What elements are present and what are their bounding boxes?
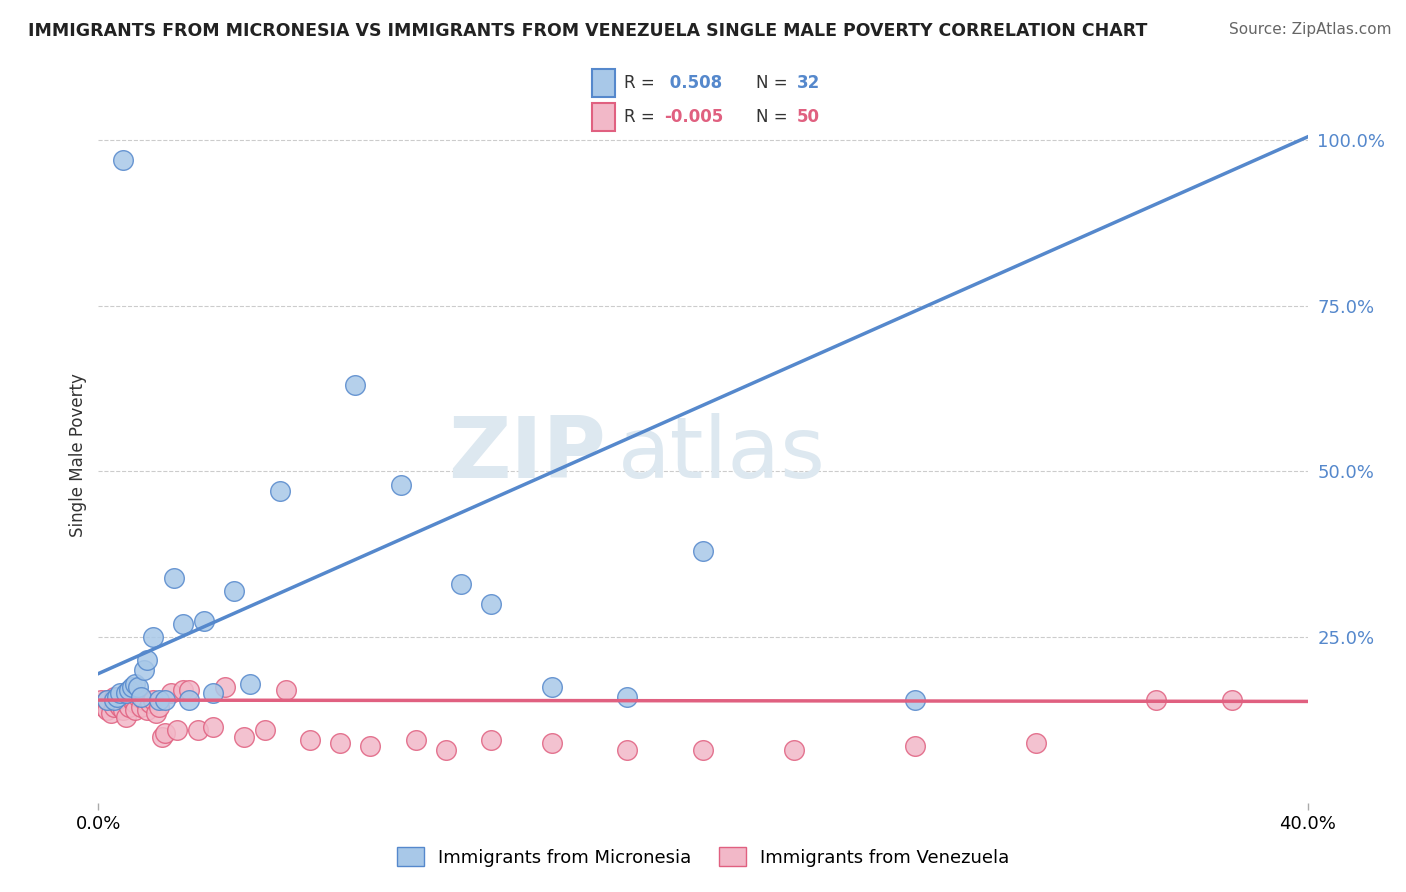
Point (692, 544, 714, 558)
Point (540, 680, 562, 694)
Point (103, 693, 125, 707)
Text: Source: ZipAtlas.com: Source: ZipAtlas.com (1229, 22, 1392, 37)
Point (299, 732, 322, 747)
Point (1220, 693, 1243, 707)
Point (434, 743, 457, 757)
Point (132, 663, 155, 677)
Point (124, 697, 146, 711)
Point (783, 743, 806, 757)
Point (96, 693, 118, 707)
Text: 50: 50 (797, 108, 820, 126)
Point (172, 683, 194, 698)
Point (405, 732, 427, 747)
Point (172, 616, 194, 631)
Text: R =: R = (624, 74, 659, 92)
Point (481, 732, 503, 747)
Point (114, 709, 136, 723)
Point (139, 697, 162, 711)
Point (148, 693, 170, 707)
Point (193, 614, 215, 628)
Point (224, 583, 246, 598)
Legend: Immigrants from Micronesia, Immigrants from Venezuela: Immigrants from Micronesia, Immigrants f… (389, 840, 1017, 874)
Point (540, 736, 562, 750)
Point (132, 693, 155, 707)
Point (111, 693, 134, 707)
Point (481, 597, 503, 611)
Point (129, 690, 152, 704)
Point (179, 693, 201, 707)
Point (616, 743, 638, 757)
Text: -0.005: -0.005 (664, 108, 724, 126)
Point (202, 720, 225, 734)
Bar (592, 69, 616, 96)
Point (96, 703, 118, 717)
Point (108, 686, 131, 700)
Point (239, 676, 262, 690)
Point (108, 699, 131, 714)
Text: N =: N = (756, 108, 793, 126)
Text: ZIP: ZIP (449, 413, 606, 497)
Point (103, 699, 125, 714)
Text: IMMIGRANTS FROM MICRONESIA VS IMMIGRANTS FROM VENEZUELA SINGLE MALE POVERTY CORR: IMMIGRANTS FROM MICRONESIA VS IMMIGRANTS… (28, 22, 1147, 40)
Point (118, 699, 141, 714)
Point (150, 730, 173, 744)
Point (124, 676, 146, 690)
Point (329, 736, 352, 750)
Point (179, 683, 201, 698)
Point (105, 690, 128, 704)
Point (135, 703, 157, 717)
Point (269, 484, 291, 499)
Text: 32: 32 (797, 74, 820, 92)
Point (904, 739, 927, 754)
Point (103, 690, 125, 704)
Point (187, 723, 209, 737)
Point (692, 743, 714, 757)
Point (111, 703, 134, 717)
Point (153, 726, 176, 740)
Point (344, 378, 367, 392)
Point (274, 683, 297, 698)
Point (118, 683, 141, 698)
Point (232, 730, 254, 744)
Point (111, 153, 134, 167)
Point (96, 693, 118, 707)
Point (253, 723, 276, 737)
Point (148, 699, 170, 714)
Point (129, 699, 152, 714)
Text: 0.508: 0.508 (664, 74, 723, 92)
Point (121, 693, 143, 707)
Point (360, 739, 382, 754)
Point (160, 686, 183, 700)
Point (127, 690, 149, 704)
Text: R =: R = (624, 108, 659, 126)
Point (145, 706, 167, 721)
Point (1144, 693, 1167, 707)
Point (124, 703, 146, 717)
Point (93, 699, 115, 714)
Point (389, 477, 412, 491)
Text: atlas: atlas (619, 413, 827, 497)
Point (142, 630, 165, 644)
Point (105, 697, 128, 711)
Point (616, 690, 638, 704)
Point (114, 686, 136, 700)
Point (142, 693, 165, 707)
Point (450, 577, 472, 591)
Point (153, 693, 176, 707)
Text: N =: N = (756, 74, 793, 92)
Point (127, 680, 149, 694)
Point (166, 723, 188, 737)
Point (163, 570, 186, 584)
Point (90, 693, 112, 707)
Point (214, 680, 236, 694)
Point (121, 680, 143, 694)
Point (1024, 736, 1046, 750)
Point (904, 693, 927, 707)
Point (202, 686, 225, 700)
Point (100, 706, 122, 721)
Y-axis label: Single Male Poverty: Single Male Poverty (69, 373, 87, 537)
Bar (592, 103, 616, 131)
Point (135, 653, 157, 667)
